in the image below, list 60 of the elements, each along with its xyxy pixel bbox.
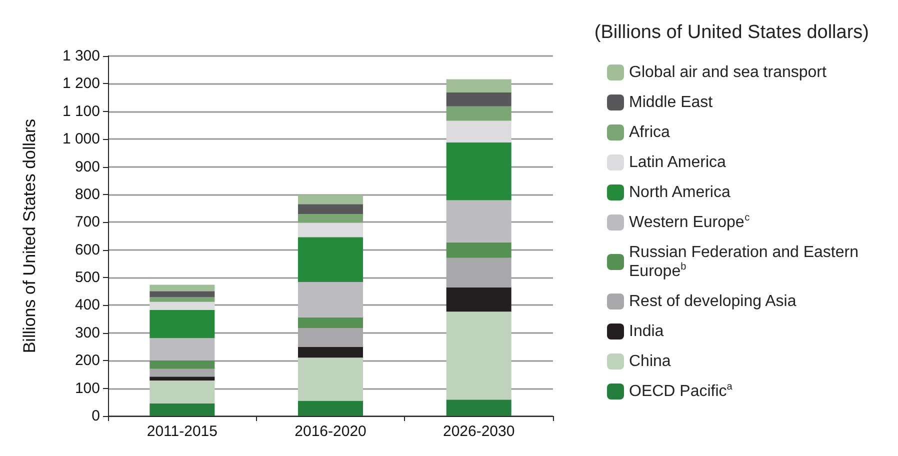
legend-label: Rest of developing Asia [629, 293, 796, 310]
y-tick-label: 1 100 [62, 102, 100, 120]
bar [150, 297, 215, 302]
y-tick-label: 900 [74, 158, 100, 176]
x-tick-label: 2011-2015 [146, 423, 218, 440]
legend-label: North America [629, 184, 730, 201]
y-tick-label: 1 300 [62, 48, 100, 64]
y-tick-label: 400 [74, 296, 100, 314]
bar [150, 291, 215, 298]
bar [446, 142, 512, 200]
bar [150, 368, 215, 377]
bar [298, 195, 363, 204]
y-tick-label: 200 [74, 352, 100, 370]
bar [446, 312, 512, 400]
y-tick-label: 700 [74, 214, 100, 231]
bar [150, 404, 215, 416]
bar [298, 358, 363, 401]
bar [150, 376, 215, 381]
bar [298, 347, 363, 358]
y-tick-label: 500 [74, 269, 100, 286]
bar [446, 79, 512, 93]
bar [298, 222, 363, 238]
legend-label: China [629, 353, 671, 370]
y-tick-label: 800 [74, 186, 100, 203]
bar [446, 400, 512, 416]
text: (Billions of United States dollars) [594, 22, 870, 43]
bar [298, 214, 363, 223]
bar [446, 242, 512, 258]
y-tick-label: 1 000 [62, 130, 100, 148]
bar [150, 360, 215, 369]
bar [150, 380, 215, 404]
legend-label: Latin America [629, 154, 726, 171]
y-tick-label: 0 [92, 408, 100, 424]
x-tick-label: 2026-2030 [442, 423, 515, 440]
bar [446, 106, 512, 121]
bar [298, 328, 363, 348]
y-tick-label: 600 [74, 241, 100, 258]
bar [298, 237, 363, 282]
bar [150, 302, 215, 310]
bar [150, 310, 215, 338]
legend-label: India [629, 323, 664, 340]
bar [298, 282, 363, 318]
y-tick-label: 300 [74, 324, 100, 342]
bar [150, 338, 215, 360]
bar [446, 92, 512, 106]
legend-label: Middle East [629, 94, 714, 111]
bar [446, 288, 512, 312]
bar [446, 200, 512, 242]
bar [298, 317, 363, 328]
legend-label: Africa [629, 124, 670, 141]
y-tick-label: 100 [74, 380, 100, 397]
y-tick-label: 1 200 [62, 75, 100, 92]
bar [446, 120, 512, 142]
bar [298, 400, 363, 416]
bar [446, 258, 512, 288]
x-tick-label: 2016-2020 [294, 423, 366, 440]
y-axis-title: Billions of United States dollars [20, 118, 39, 354]
legend-label: Global air and sea transport [629, 64, 827, 81]
bar [298, 204, 363, 214]
bar [150, 284, 215, 292]
